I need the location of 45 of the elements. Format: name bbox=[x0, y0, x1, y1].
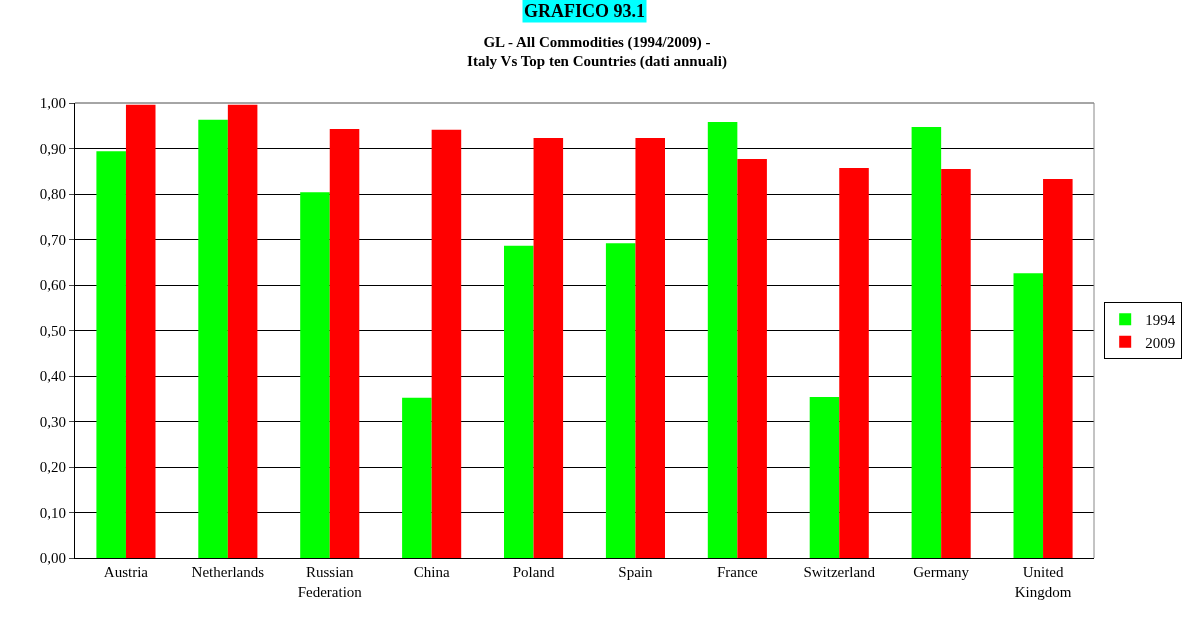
y-tick-label: 0,40 bbox=[39, 368, 66, 385]
bar bbox=[96, 151, 126, 558]
bar bbox=[635, 138, 665, 558]
bar bbox=[227, 104, 258, 558]
x-tick-label: Russian Federation bbox=[297, 564, 363, 600]
bar bbox=[125, 104, 156, 558]
text: GRAFICO 93.1 bbox=[524, 1, 645, 21]
bar bbox=[431, 129, 462, 558]
y-tick-label: 0,00 bbox=[39, 550, 66, 567]
legend-label: 1994 bbox=[1145, 312, 1176, 329]
x-tick-label: Austria bbox=[103, 564, 149, 580]
x-tick-label: China bbox=[413, 564, 450, 580]
bar bbox=[198, 119, 228, 558]
chart-title: GL - All Commodities (1994/2009) - Italy Vs Top ten Countries (dati annuali) bbox=[467, 33, 727, 71]
legend-label: 2009 bbox=[1145, 334, 1176, 351]
bar bbox=[329, 128, 360, 558]
y-tick-label: 0,50 bbox=[39, 322, 66, 339]
y-tick-label: 0,80 bbox=[39, 186, 66, 203]
x-tick-label: Germany bbox=[913, 564, 970, 580]
x-tick-label: Netherlands bbox=[191, 564, 265, 580]
bar bbox=[737, 158, 767, 558]
bar bbox=[300, 192, 330, 558]
bar bbox=[605, 243, 636, 558]
y-tick-label: 0,30 bbox=[39, 413, 66, 430]
bar bbox=[911, 127, 942, 558]
bar bbox=[1013, 273, 1044, 558]
bar bbox=[533, 138, 564, 558]
y-tick-label: 0,60 bbox=[39, 277, 66, 294]
x-tick-label: United Kingdom bbox=[1014, 564, 1072, 600]
bar bbox=[839, 168, 869, 558]
y-tick-label: 0,10 bbox=[39, 504, 66, 521]
bar bbox=[707, 122, 738, 558]
bar bbox=[504, 245, 534, 558]
y-tick-label: 0,90 bbox=[39, 140, 66, 157]
x-tick-label: Spain bbox=[618, 564, 654, 580]
x-tick-label: Switzerland bbox=[803, 564, 876, 580]
bar bbox=[402, 397, 432, 558]
x-tick-label: France bbox=[716, 564, 759, 580]
bar bbox=[809, 396, 840, 558]
bar bbox=[941, 168, 971, 558]
bar bbox=[1043, 178, 1073, 558]
y-tick-label: 1,00 bbox=[39, 95, 66, 112]
x-tick-label: Poland bbox=[512, 564, 555, 580]
y-tick-label: 0,70 bbox=[39, 231, 66, 248]
y-tick-label: 0,20 bbox=[39, 459, 66, 476]
